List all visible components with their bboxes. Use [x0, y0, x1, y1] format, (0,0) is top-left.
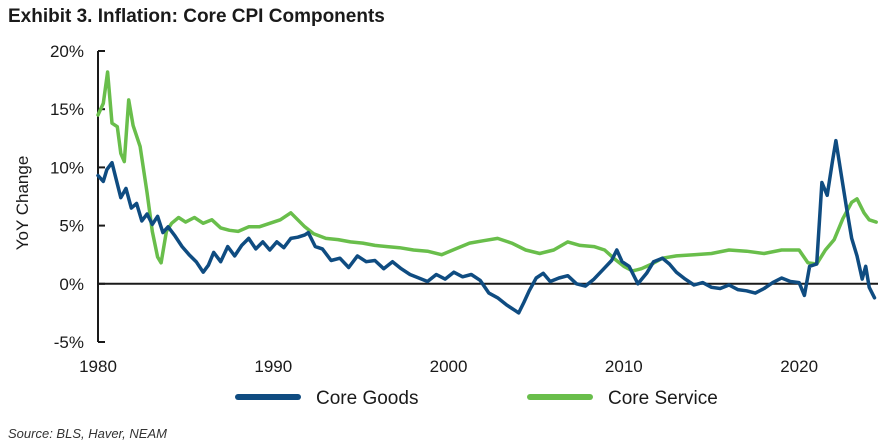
y-tick-label: 20% — [50, 42, 84, 61]
chart-legend: Core Goods Core Service — [235, 388, 718, 409]
y-axis-label: YoY Change — [13, 156, 32, 251]
series-line-core-goods — [96, 138, 877, 315]
legend-label: Core Goods — [316, 388, 418, 409]
y-tick-label: 0% — [59, 275, 84, 294]
y-tick-label: 15% — [50, 100, 84, 119]
x-tick-label: 1990 — [254, 357, 292, 376]
x-tick-label: 2020 — [780, 357, 818, 376]
x-tick-label: 1980 — [79, 357, 117, 376]
legend-label: Core Service — [608, 388, 718, 409]
source-note: Source: BLS, Haver, NEAM — [8, 426, 167, 441]
y-tick-label: 10% — [50, 158, 84, 177]
series-line-core-service — [96, 70, 878, 273]
chart-series — [96, 70, 878, 315]
x-tick-label: 2000 — [430, 357, 468, 376]
y-tick-label: 5% — [59, 217, 84, 236]
y-tick-label: -5% — [54, 333, 84, 352]
chart-title: Exhibit 3. Inflation: Core CPI Component… — [8, 6, 385, 27]
chart-axes: -5% 0% 5% 10% 15% 20% 1980 1990 2000 2010 2020 — [50, 42, 878, 376]
x-tick-label: 2010 — [605, 357, 643, 376]
